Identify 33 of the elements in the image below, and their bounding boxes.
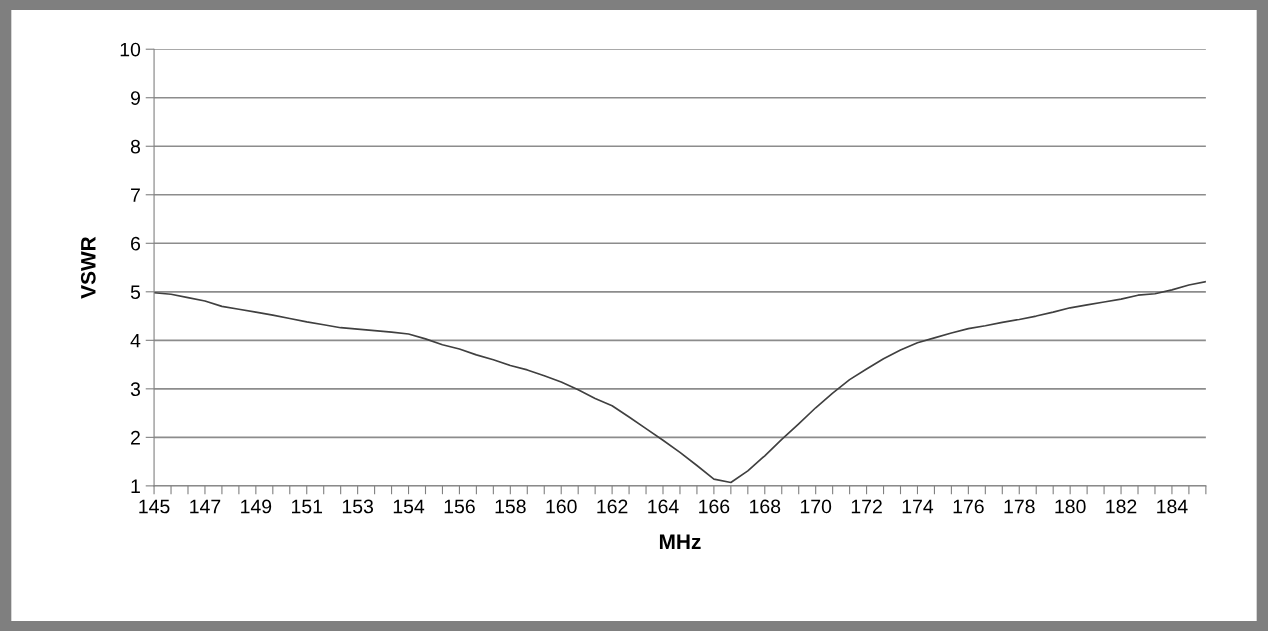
y-tick-label: 6 xyxy=(131,236,141,251)
x-tick-label: 147 xyxy=(190,499,221,514)
x-tick-label: 178 xyxy=(1004,499,1035,514)
x-tick-label: 176 xyxy=(953,499,984,514)
x-tick-label: 172 xyxy=(851,499,882,514)
x-tick-label: 162 xyxy=(597,499,628,514)
x-tick-label: 168 xyxy=(750,499,781,514)
y-tick-label: 4 xyxy=(130,333,141,348)
x-tick-label: 182 xyxy=(1106,499,1137,514)
x-tick-label: 145 xyxy=(139,499,170,514)
y-tick-label: 10 xyxy=(120,42,141,57)
x-tick-label: 156 xyxy=(444,499,475,514)
x-tick-label: 154 xyxy=(393,499,425,514)
y-tick-label: 5 xyxy=(130,285,141,300)
x-tick-label: 174 xyxy=(902,499,934,514)
x-tick-label: 149 xyxy=(241,499,272,514)
y-tick-label: 3 xyxy=(130,382,141,397)
y-tick-label: 1 xyxy=(131,479,140,493)
y-tick-label: 9 xyxy=(130,91,140,105)
x-tick-label: 166 xyxy=(699,499,730,514)
x-tick-label: 170 xyxy=(800,499,832,514)
y-axis-title: VSWR xyxy=(80,236,96,299)
y-tick-label: 2 xyxy=(131,430,140,445)
x-tick-label: 164 xyxy=(648,499,679,514)
x-tick-label: 151 xyxy=(292,499,323,514)
y-tick-label: 7 xyxy=(131,188,140,202)
x-axis-title: MHz xyxy=(659,534,701,549)
y-tick-label: 8 xyxy=(130,139,141,154)
x-tick-label: 153 xyxy=(342,499,374,514)
x-tick-label: 180 xyxy=(1055,499,1086,514)
x-tick-label: 184 xyxy=(1157,499,1188,514)
x-tick-label: 158 xyxy=(495,499,526,514)
x-tick-label: 160 xyxy=(546,499,577,514)
